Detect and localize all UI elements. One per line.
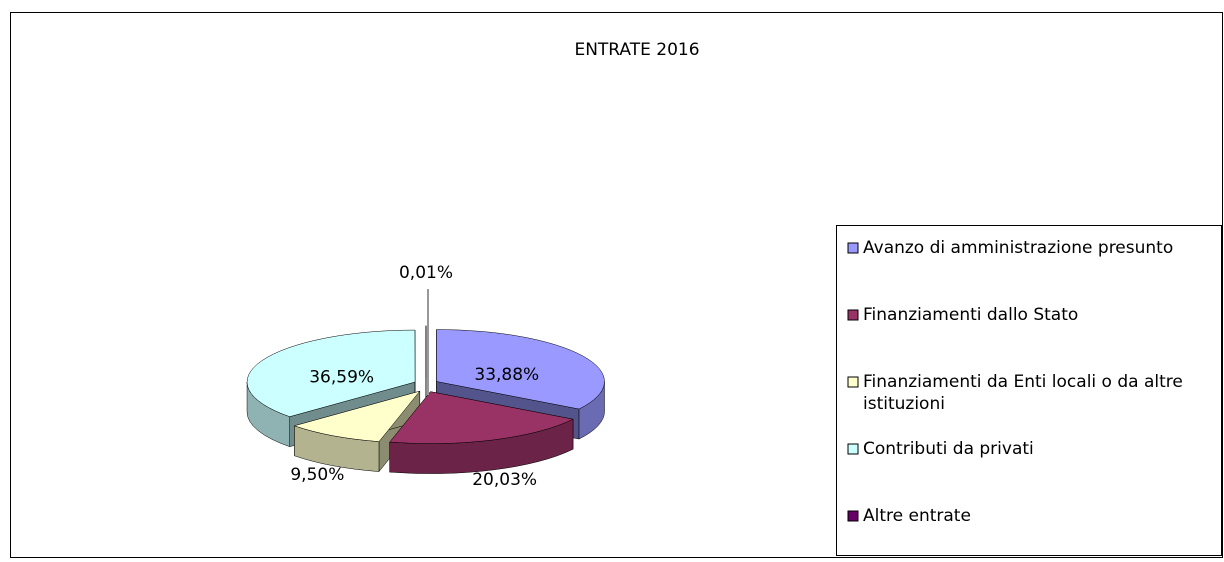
- legend-label: Avanzo di amministrazione presunto: [863, 238, 1173, 258]
- legend-swatch: [848, 511, 858, 521]
- legend-label: Contributi da privati: [863, 439, 1034, 459]
- data-label: 20,03%: [472, 470, 537, 490]
- legend-swatch: [848, 444, 858, 454]
- chart-title: ENTRATE 2016: [574, 40, 699, 60]
- data-label: 9,50%: [290, 465, 344, 485]
- legend-line: istituzioni: [863, 394, 945, 414]
- data-label: 33,88%: [474, 365, 539, 385]
- data-label: 0,01%: [399, 263, 453, 283]
- legend-swatch: [848, 377, 858, 387]
- legend-swatch: [848, 243, 858, 253]
- legend-label: Altre entrate: [863, 506, 971, 526]
- legend-swatch: [848, 310, 858, 320]
- legend-line: Finanziamenti da Enti locali o da altre: [863, 372, 1183, 392]
- data-label: 36,59%: [309, 367, 374, 387]
- legend-label: Finanziamenti dallo Stato: [863, 305, 1078, 325]
